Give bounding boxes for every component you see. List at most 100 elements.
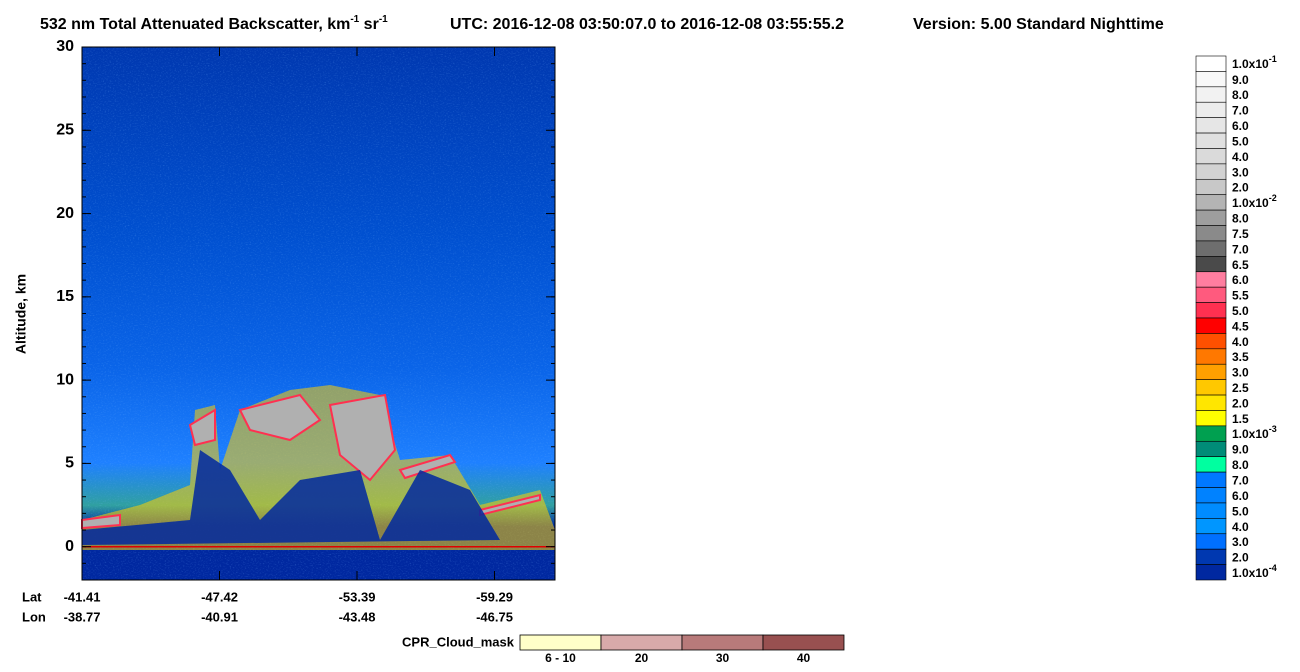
lat-label: -47.42 — [201, 589, 238, 604]
colorbar-label: 1.5 — [1232, 412, 1249, 426]
title-text: 532 nm Total Attenuated Backscatter, km — [40, 16, 350, 33]
chart-title: 532 nm Total Attenuated Backscatter, km-… — [40, 14, 1164, 34]
colorbar-box — [1195, 425, 1227, 442]
colorbar-box — [1195, 302, 1227, 319]
colorbar-box — [1195, 410, 1227, 427]
cloud-mask-box — [762, 634, 845, 651]
colorbar-box — [1195, 286, 1227, 303]
colorbar-box — [1195, 317, 1227, 334]
colorbar-label-base: 1.0x10 — [1232, 196, 1269, 210]
cloud-mask-box — [600, 634, 683, 651]
y-tick-label: 15 — [56, 288, 74, 305]
colorbar-box — [1195, 225, 1227, 242]
colorbar-box — [1195, 502, 1227, 519]
colorbar-label-base: 1.0x10 — [1232, 566, 1269, 580]
colorbar-label: 1.0x10-4 — [1232, 563, 1277, 580]
colorbar-label-base: 1.0x10 — [1232, 427, 1269, 441]
colorbar-label: 7.5 — [1232, 227, 1249, 241]
colorbar-box — [1195, 163, 1227, 180]
title-utc: UTC: 2016-12-08 03:50:07.0 to 2016-12-08… — [450, 16, 844, 33]
y-tick-label: 5 — [65, 455, 74, 472]
colorbar-label-sup: -2 — [1269, 193, 1277, 203]
colorbar-box — [1195, 363, 1227, 380]
colorbar-label-sup: -3 — [1269, 425, 1277, 435]
colorbar-label: 6.5 — [1232, 258, 1249, 272]
colorbar-label: 3.0 — [1232, 366, 1249, 380]
colorbar-box — [1195, 117, 1227, 134]
colorbar-label: 4.0 — [1232, 335, 1249, 349]
x-row-label: Lat — [22, 589, 42, 604]
title-main: 532 nm Total Attenuated Backscatter, km-… — [40, 14, 388, 34]
colorbar-label: 7.0 — [1232, 104, 1249, 118]
colorbar-label: 2.0 — [1232, 181, 1249, 195]
colorbar-box — [1195, 394, 1227, 411]
colorbar-box — [1195, 209, 1227, 226]
colorbar-label-sup: -4 — [1269, 563, 1277, 573]
colorbar-label: 4.5 — [1232, 319, 1249, 333]
y-axis-label: Altitude, km — [13, 274, 29, 354]
cloud-mask-category: 30 — [716, 651, 730, 665]
colorbar-box — [1195, 456, 1227, 473]
colorbar-box — [1195, 240, 1227, 257]
lon-label: -46.75 — [476, 609, 513, 624]
colorbar-label: 5.0 — [1232, 304, 1249, 318]
colorbar-label: 1.0x10-2 — [1232, 193, 1277, 210]
cloud-mask-category: 20 — [635, 651, 649, 665]
colorbar-label-base: 1.0x10 — [1232, 57, 1269, 71]
colorbar-label: 5.5 — [1232, 289, 1249, 303]
colorbar-label: 7.0 — [1232, 474, 1249, 488]
title-sup: -1 — [350, 14, 359, 25]
colorbar-label: 4.0 — [1232, 150, 1249, 164]
lat-label: -59.29 — [476, 589, 513, 604]
colorbar-box — [1195, 518, 1227, 535]
colorbar-label: 2.5 — [1232, 381, 1249, 395]
colorbar-label: 6.0 — [1232, 273, 1249, 287]
colorbar-box — [1195, 564, 1227, 581]
lat-label: -41.41 — [64, 589, 101, 604]
y-tick-label: 25 — [56, 122, 74, 139]
title-version: Version: 5.00 Standard Nighttime — [913, 16, 1164, 33]
lon-label: -43.48 — [339, 609, 376, 624]
cloud-mask-box — [519, 634, 602, 651]
colorbar-box — [1195, 178, 1227, 196]
colorbar-label: 6.0 — [1232, 489, 1249, 503]
colorbar-label: 8.0 — [1232, 212, 1249, 226]
colorbar-box — [1195, 71, 1227, 88]
colorbar-label: 4.0 — [1232, 520, 1249, 534]
colorbar-box — [1195, 487, 1227, 504]
colorbar-label: 1.0x10-3 — [1232, 425, 1277, 442]
colorbar-box — [1195, 333, 1227, 350]
colorbar-label: 6.0 — [1232, 119, 1249, 133]
cloud-mask-label: CPR_Cloud_mask — [402, 634, 515, 649]
colorbar-label-sup: -1 — [1269, 55, 1277, 65]
colorbar-box — [1195, 148, 1227, 165]
colorbar-box — [1195, 256, 1227, 273]
cloud-mask-category: 40 — [797, 651, 811, 665]
colorbar-label: 2.0 — [1232, 396, 1249, 410]
y-tick-label: 30 — [56, 38, 74, 55]
colorbar-box — [1195, 533, 1227, 550]
x-row-label: Lon — [22, 609, 46, 624]
colorbar-label: 7.0 — [1232, 242, 1249, 256]
colorbar-box — [1195, 271, 1227, 288]
colorbar-box — [1195, 101, 1227, 118]
colorbar-box — [1195, 548, 1227, 565]
y-tick-label: 20 — [56, 205, 74, 222]
colorbar-label: 2.0 — [1232, 551, 1249, 565]
colorbar-label: 3.5 — [1232, 350, 1249, 364]
colorbar-box — [1195, 379, 1227, 396]
colorbar-box — [1195, 471, 1227, 488]
colorbar-label: 5.0 — [1232, 134, 1249, 148]
colorbar-label: 9.0 — [1232, 73, 1249, 87]
backscatter-image — [81, 47, 555, 580]
colorbar-box — [1195, 194, 1227, 211]
colorbar-label: 3.0 — [1232, 535, 1249, 549]
cloud-mask-category: 6 - 10 — [545, 651, 576, 665]
lon-label: -38.77 — [64, 609, 101, 624]
lat-label: -53.39 — [339, 589, 376, 604]
colorbar-box — [1195, 132, 1227, 149]
colorbar-label: 9.0 — [1232, 443, 1249, 457]
colorbar-label: 5.0 — [1232, 504, 1249, 518]
colorbar-box — [1195, 348, 1227, 365]
